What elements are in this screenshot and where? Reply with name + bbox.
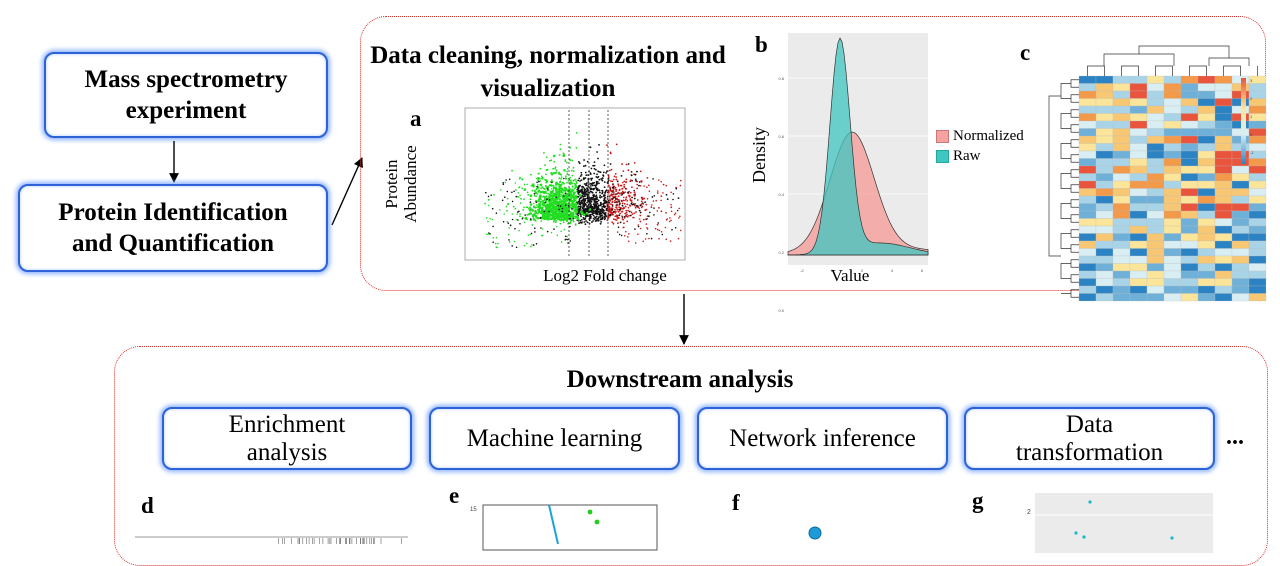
scale-tick: 1 [1250, 114, 1253, 119]
heatmap-color-scale: 3 2 1 0 -1 [1241, 78, 1254, 164]
density-plot: 0.8 0.6 0.4 0.2 0.0 -2 0 2 4 6 [778, 33, 929, 313]
legend-normalized-swatch [936, 129, 949, 143]
protein-identification-box: Protein Identification and Quantificatio… [18, 184, 328, 272]
density-x-tick: 6 [921, 268, 924, 273]
data-cleaning-title: Data cleaning, normalization and visuali… [370, 42, 726, 102]
scale-tick: -1 [1250, 150, 1254, 155]
density-y-tick: 0.2 [778, 250, 784, 255]
scale-tick: 2 [1250, 96, 1253, 101]
panel-g-label: g [972, 488, 984, 513]
legend-normalized: Normalized [936, 127, 1024, 145]
volcano-frame [464, 107, 686, 261]
enrichment-analysis-label: Enrichment analysis [228, 411, 346, 466]
panel-d-label: d [141, 493, 154, 518]
mass-spectrometry-box: Mass spectrometry experiment [44, 52, 328, 138]
legend-raw: Raw [936, 147, 981, 165]
panel-a-xlabel: Log2 Fold change [543, 266, 667, 285]
density-x-tick: 0 [831, 268, 834, 273]
density-y-tick: 0.0 [778, 308, 784, 313]
column-dendrogram [1087, 45, 1258, 76]
heatmap: 3 2 1 0 -1 [1048, 45, 1267, 302]
legend-normalized-label: Normalized [953, 127, 1024, 144]
protein-identification-label: Protein Identification and Quantificatio… [58, 198, 288, 257]
panel-b-ylabel: Density [749, 127, 769, 183]
network-inference-box: Network inference [697, 407, 948, 470]
density-y-tick: 0.4 [778, 192, 784, 197]
data-transformation-box: Data transformation [964, 407, 1215, 470]
enrichment-analysis-box: Enrichment analysis [162, 407, 412, 470]
panel-e-label: e [449, 483, 460, 508]
panel-f-label: f [732, 490, 740, 515]
density-x-tick: -2 [800, 268, 804, 273]
legend-raw-label: Raw [953, 147, 981, 164]
machine-learning-label: Machine learning [466, 424, 643, 452]
scale-tick: 3 [1250, 78, 1253, 83]
legend-raw-swatch [936, 149, 949, 163]
panel-a-label: a [410, 106, 422, 131]
heatmap-cells [1078, 75, 1267, 302]
machine-learning-box: Machine learning [429, 407, 680, 470]
network-inference-label: Network inference [729, 424, 916, 452]
panel-c-label: c [1020, 40, 1031, 65]
panel-e-tick: 15 [470, 507, 477, 513]
panel-b-xlabel: Value [830, 266, 870, 285]
density-x-tick: 2 [861, 268, 864, 273]
panel-a-ylabel: Protein Abundance [382, 145, 420, 223]
panel-g-tick: 2 [1027, 509, 1031, 516]
density-x-tick: 4 [891, 268, 894, 273]
mass-spectrometry-label: Mass spectrometry experiment [84, 65, 288, 124]
density-y-tick: 0.8 [778, 76, 784, 81]
row-dendrogram [1048, 79, 1079, 298]
more-ellipsis: ... [1226, 424, 1244, 450]
raw-density [787, 37, 929, 256]
density-y-tick: 0.6 [778, 134, 784, 139]
density-legend: Normalized Raw [936, 127, 1036, 167]
arrow-protein-to-cleaning [331, 157, 363, 226]
downstream-title: Downstream analysis [566, 366, 794, 393]
volcano-plot [464, 107, 686, 261]
data-transformation-label: Data transformation [1015, 411, 1164, 466]
scale-tick: 0 [1250, 132, 1253, 137]
panel-b-label: b [755, 32, 768, 57]
volcano-points [484, 132, 682, 249]
